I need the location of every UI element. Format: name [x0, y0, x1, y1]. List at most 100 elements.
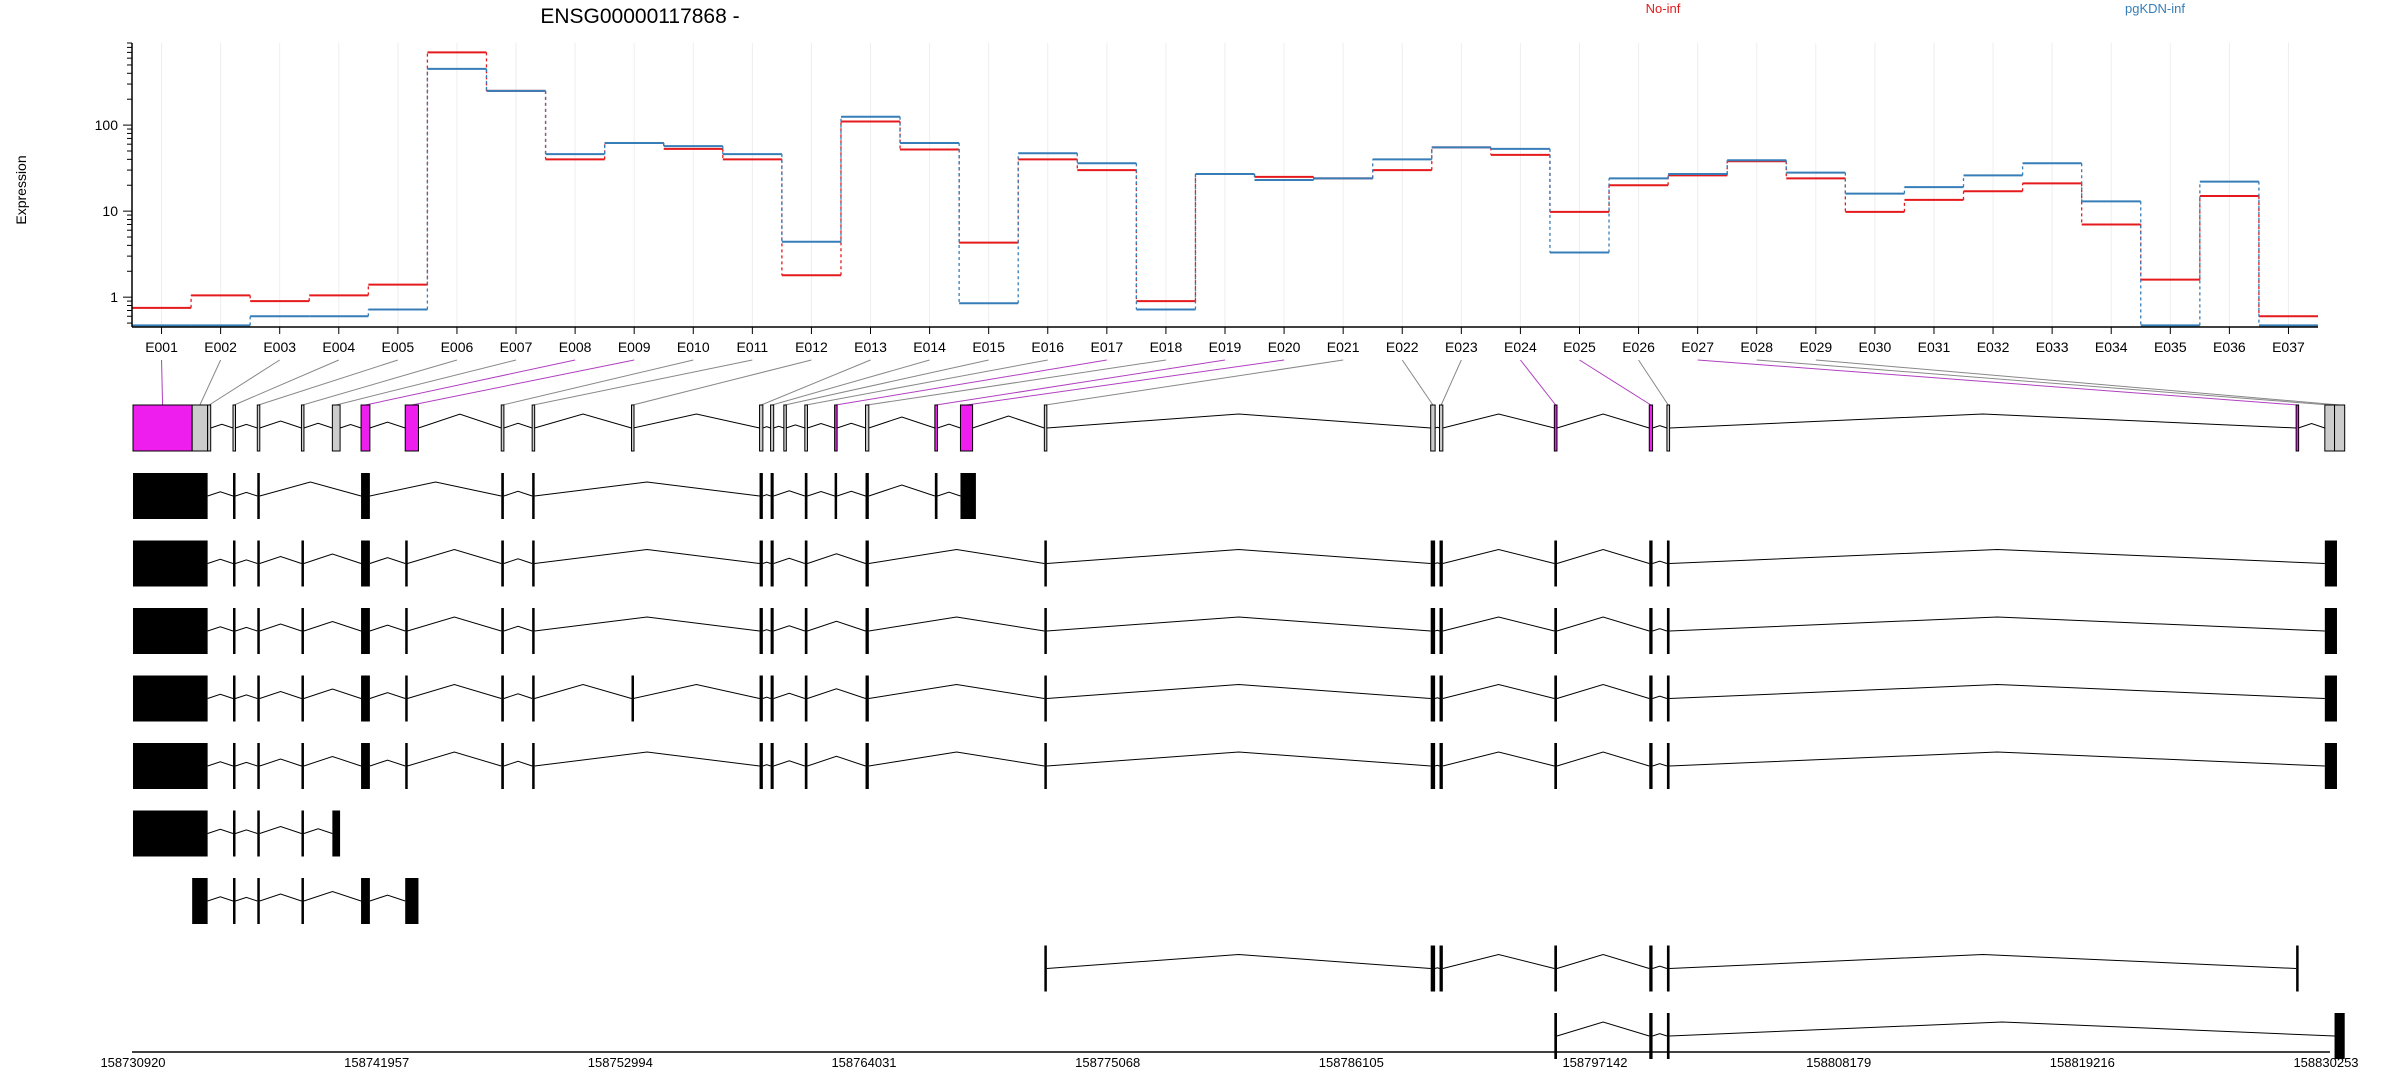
transcript-intron [1556, 548, 1650, 564]
gene-exon-E008 [360, 404, 371, 452]
x-tick-label-E012: E012 [795, 339, 828, 355]
x-tick-label-E020: E020 [1268, 339, 1301, 355]
transcript-5 [133, 743, 2337, 789]
transcript-exon [1554, 675, 1557, 722]
transcript-exon [1649, 1013, 1653, 1059]
x-tick-label-E036: E036 [2213, 339, 2246, 355]
gene-exon-E010 [500, 404, 505, 452]
transcript-exon [770, 675, 774, 722]
transcript-exon [759, 608, 763, 654]
x-tick-label-E031: E031 [1918, 339, 1951, 355]
transcript-exon [934, 473, 938, 519]
transcript-intron [303, 620, 362, 632]
transcript-intron [207, 761, 234, 767]
link-E018 [867, 359, 1166, 406]
transcript-intron [762, 629, 771, 632]
transcript-intron [369, 894, 406, 902]
genomic-tick-label: 158775068 [1075, 1055, 1140, 1070]
x-tick-label-E001: E001 [145, 339, 178, 355]
transcript-exon [804, 675, 808, 722]
x-tick-label-E029: E029 [1799, 339, 1832, 355]
transcript-exon [257, 810, 260, 857]
transcript-exon [1649, 945, 1653, 992]
link-E008 [365, 359, 576, 406]
transcript-exon [2324, 743, 2337, 789]
x-tick-label-E027: E027 [1681, 339, 1714, 355]
transcript-intron [1434, 967, 1440, 969]
transcript-intron [807, 553, 866, 564]
transcript-exon [759, 540, 763, 587]
link-E021 [1045, 359, 1344, 406]
gene-intron [1652, 425, 1668, 429]
gene-exon-E023 [1439, 404, 1444, 452]
link-E003 [208, 359, 280, 406]
x-tick-label-E023: E023 [1445, 339, 1478, 355]
transcript-intron [836, 490, 866, 497]
transcript-intron [207, 491, 234, 497]
transcript-exon [1044, 675, 1047, 722]
transcript-intron [1652, 1033, 1668, 1037]
transcript-intron [235, 559, 258, 564]
genomic-tick-label: 158830253 [2293, 1055, 2358, 1070]
transcript-intron [259, 691, 302, 699]
gene-exon-E007 [331, 404, 341, 452]
transcript-exon [257, 540, 260, 587]
gene-exon-E017 [834, 404, 838, 452]
transcript-exon [2296, 945, 2299, 992]
transcript-exon [233, 878, 236, 924]
genomic-axis: 158730920 158741957 158752994 158764031 1587… [100, 1051, 2359, 1070]
transcript-exon [405, 540, 408, 587]
grid [161, 43, 2289, 327]
series-pgKDN-inf [132, 67, 2318, 327]
transcript-intron [807, 620, 866, 632]
transcript-exon [301, 540, 304, 587]
x-tick-label-E008: E008 [559, 339, 592, 355]
x-tick-label-E003: E003 [263, 339, 296, 355]
transcript-intron [534, 751, 760, 767]
x-tick-label-E035: E035 [2154, 339, 2187, 355]
x-tick-label-E033: E033 [2036, 339, 2069, 355]
x-tick-label-E026: E026 [1622, 339, 1655, 355]
y-axis-label: Expression [13, 155, 29, 224]
transcript-exon [532, 473, 535, 519]
transcript-exon [1666, 1013, 1670, 1059]
link-E015 [784, 359, 989, 406]
genomic-tick-label: 158741957 [344, 1055, 409, 1070]
transcript-exon [804, 743, 808, 789]
gene-intron [503, 422, 533, 429]
transcript-exon [759, 743, 763, 789]
gene-intron [1442, 413, 1555, 429]
transcript-exon [257, 608, 260, 654]
transcript-intron [1669, 616, 2325, 632]
link-E007 [336, 359, 517, 406]
transcript-exon [1439, 675, 1443, 722]
gene-intron [259, 420, 302, 429]
genomic-tick-label: 158797142 [1562, 1055, 1627, 1070]
transcript-exon [133, 473, 208, 519]
link-E002 [199, 359, 222, 406]
transcript-exon [1439, 743, 1443, 789]
transcript-intron [259, 893, 302, 902]
transcript-intron [503, 490, 533, 497]
transcript-intron [1652, 763, 1668, 767]
gene-exon-E012 [631, 404, 635, 452]
transcript-exon [257, 473, 260, 519]
link-E020 [966, 359, 1285, 406]
transcript-exon [770, 473, 774, 519]
gene-exon-E019 [934, 404, 938, 452]
transcript-intron [868, 616, 1045, 632]
transcript-exon [257, 743, 260, 789]
gene-intron [762, 426, 771, 429]
transcript-intron [534, 548, 760, 564]
gene-exon-E002 [191, 404, 209, 452]
transcript-6 [133, 810, 341, 857]
transcript-intron [1442, 616, 1555, 632]
x-tick-label-E004: E004 [322, 339, 355, 355]
transcript-intron [1046, 683, 1431, 699]
link-E029 [1815, 359, 2340, 406]
genomic-tick-label: 158730920 [100, 1055, 165, 1070]
transcript-exon [233, 540, 236, 587]
transcript-exon [1430, 945, 1436, 992]
transcript-exon [233, 810, 236, 857]
transcript-intron [1442, 548, 1555, 564]
